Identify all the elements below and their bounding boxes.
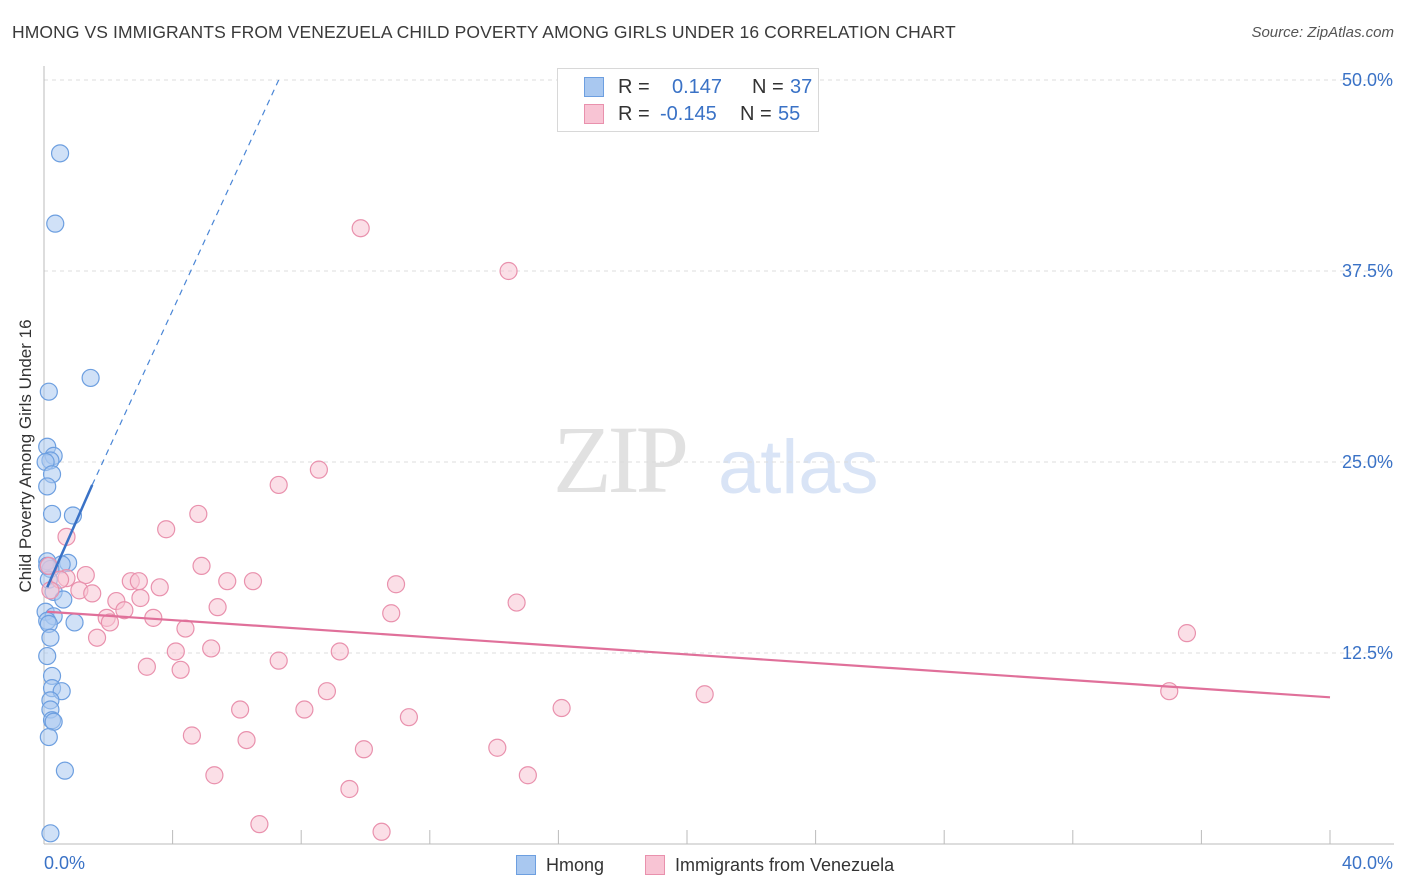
venezuela-point [695,685,714,704]
y-tick-label: 12.5% [1342,643,1393,663]
venezuela-point [171,660,190,679]
venezuela-point [192,556,211,576]
venezuela-point [76,565,95,585]
venezuela-point [269,651,288,670]
y-tick-label: 37.5% [1342,261,1393,281]
hmong-trend-line [46,484,94,588]
hmong-legend-swatch [516,855,536,875]
venezuela-point [231,700,250,719]
hmong-trend-extension [91,79,280,486]
legend-item-hmong: Hmong [516,852,604,878]
venezuela-point [100,613,120,632]
venezuela-point [1177,624,1197,643]
x-tick-label: 40.0% [1342,853,1393,873]
hmong-point [38,477,57,496]
venezuela-point [269,475,288,495]
hmong-point [41,628,60,647]
venezuela-point [176,619,195,638]
venezuela-point [202,639,221,658]
venezuela-point [208,598,227,617]
venezuela-point [386,575,406,594]
hmong-point [50,144,70,163]
y-tick-label: 50.0% [1342,70,1393,90]
x-tick-label: 0.0% [44,853,85,873]
n-value: 55 [778,102,801,125]
legend-row-venezuela: R = -0.145 N = 55 [584,102,800,126]
legend-label-venezuela: Immigrants from Venezuela [675,854,895,875]
hmong-point [41,824,60,843]
venezuela-point [499,261,518,281]
r-label: R = [618,75,650,98]
n-value: 37 [790,75,813,98]
venezuela-point [205,766,224,785]
venezuela-point [218,572,237,591]
venezuela-point [295,700,314,719]
r-value: -0.145 [660,102,717,125]
venezuela-point [507,593,526,612]
hmong-point [39,727,58,747]
venezuela-point [552,698,571,718]
hmong-point [42,504,62,524]
watermark-zip: ZIP [553,406,689,513]
venezuela-point [243,572,263,591]
venezuela-point [189,504,208,524]
source-note: Source: ZipAtlas.com [1251,24,1394,41]
venezuela-point [354,740,373,759]
venezuela-point [237,730,256,750]
n-label: N = [752,75,784,98]
hmong-point [55,761,74,780]
venezuela-point [115,601,134,620]
venezuela-point [340,779,359,799]
venezuela-point [250,815,269,834]
hmong-point [39,382,58,401]
hmong-point [44,712,63,731]
venezuela-point [157,520,176,539]
hmong-point [65,613,84,632]
venezuela-point [351,219,370,238]
venezuela-point [87,628,107,647]
venezuela-point [166,642,185,661]
venezuela-point [41,581,60,600]
y-tick-label: 25.0% [1342,452,1393,472]
hmong-swatch [584,77,604,97]
venezuela-trend-line [47,610,1331,699]
chart-title: HMONG VS IMMIGRANTS FROM VENEZUELA CHILD… [12,22,956,42]
venezuela-point [150,578,169,597]
hmong-point [38,646,57,666]
venezuela-point [182,726,201,745]
venezuela-point [83,584,102,603]
venezuela-point [330,642,349,661]
venezuela-point [129,572,148,591]
r-value: 0.147 [672,75,723,98]
r-label: R = [618,102,650,125]
venezuela-point [488,738,507,757]
venezuela-point [137,657,156,676]
venezuela-point [518,766,537,785]
correlation-legend: R = 0.147 N = 37 R = -0.145 N = 55 [557,68,819,132]
venezuela-point [372,822,391,841]
legend-label-hmong: Hmong [546,854,605,875]
venezuela-swatch [584,104,604,124]
watermark-atlas: atlas [718,425,879,510]
hmong-point [46,214,65,233]
venezuela-point [131,588,150,608]
legend-row-hmong: R = 0.147 N = 37 [584,75,812,99]
hmong-point [81,368,100,388]
venezuela-point [382,604,401,623]
n-label: N = [740,102,772,125]
venezuela-point [309,460,328,479]
venezuela-legend-swatch [645,855,665,875]
venezuela-point [317,682,337,701]
hmong-point [54,590,73,609]
venezuela-point [399,708,419,727]
series-legend: Hmong Immigrants from Venezuela [0,852,1406,878]
legend-item-venezuela: Immigrants from Venezuela [645,852,894,878]
